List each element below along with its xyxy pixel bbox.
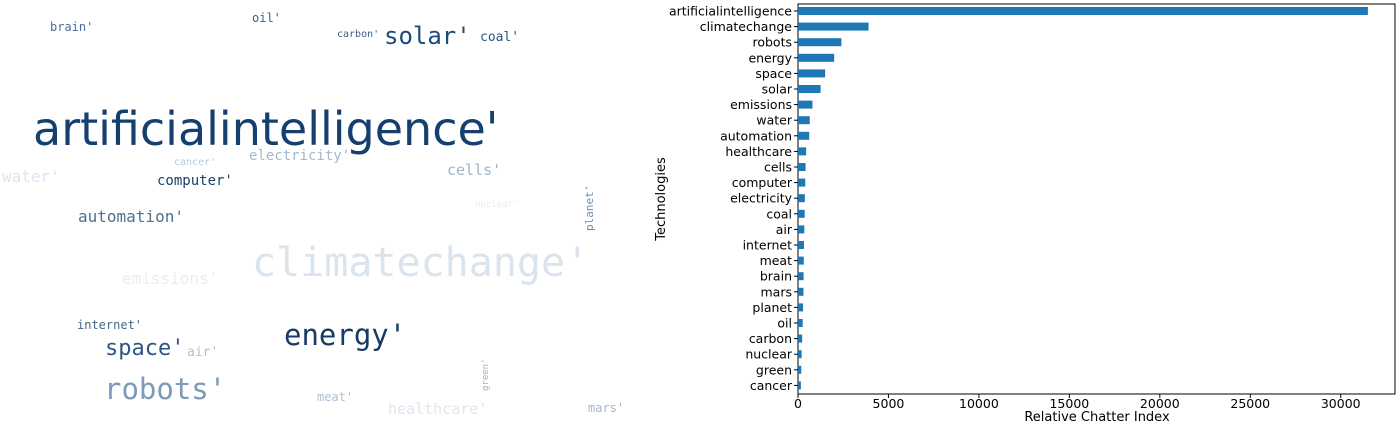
x-tick-label: 15000: [1049, 396, 1089, 411]
bar-climatechange: [798, 22, 869, 31]
bar-coal: [798, 209, 805, 218]
bar-chart: artificialintelligenceclimatechangerobot…: [654, 3, 1396, 425]
y-tick-label: healthcare: [725, 144, 792, 159]
plot-area: [797, 3, 1396, 395]
cloud-word: mars': [588, 401, 624, 415]
cloud-word: brain': [50, 20, 93, 34]
cloud-word: internet': [77, 318, 142, 332]
cloud-word: robots': [104, 372, 226, 406]
cloud-word: emissions': [122, 269, 218, 288]
y-tick-label: mars: [761, 284, 793, 299]
x-tick-label: 10000: [959, 396, 999, 411]
cloud-word: healthcare': [388, 400, 487, 418]
cloud-word: green': [481, 358, 491, 391]
bar-internet: [798, 241, 804, 249]
y-tick-label: energy: [748, 50, 792, 65]
y-tick-label: brain: [760, 269, 792, 284]
y-tick-label: climatechange: [700, 19, 793, 34]
cloud-word: air': [187, 345, 218, 360]
cloud-word: cancer': [174, 157, 216, 168]
x-ticks: 0 5000 10000 15000 20000 25000 30000: [794, 394, 1361, 411]
bar-computer: [798, 178, 806, 187]
y-tick-label: nuclear: [745, 347, 793, 362]
cloud-word: space': [105, 336, 184, 361]
bar-water: [798, 116, 810, 125]
cloud-word: coal': [480, 30, 519, 45]
word-cloud: brain' oil' carbon' solar' coal' artificialin…: [2, 11, 624, 418]
cloud-word: electricity': [249, 148, 350, 164]
y-tick-label: automation: [720, 128, 792, 143]
cloud-word: cells': [447, 161, 501, 179]
x-tick-label: 0: [794, 396, 802, 411]
cloud-word: nuclear': [475, 200, 518, 210]
cloud-word: automation': [78, 207, 184, 226]
bar-oil: [798, 319, 803, 327]
bar-nuclear: [798, 350, 802, 359]
bar-energy: [798, 53, 835, 62]
y-tick-label: internet: [743, 238, 793, 253]
x-tick-label: 5000: [873, 396, 905, 411]
x-tick-label: 30000: [1321, 396, 1361, 411]
x-tick-label: 20000: [1140, 396, 1180, 411]
bar-robots: [798, 38, 842, 47]
bar-cells: [798, 163, 806, 171]
cloud-word: energy': [284, 318, 406, 352]
y-tick-label: green: [756, 362, 792, 377]
cloud-word: climatechange': [252, 240, 589, 286]
cloud-word: planet': [583, 185, 596, 231]
y-tick-label: space: [755, 66, 792, 81]
y-tick-labels: artificialintelligenceclimatechangerobot…: [669, 4, 798, 393]
bar-green: [798, 365, 802, 374]
bar-healthcare: [798, 147, 807, 156]
y-tick-label: electricity: [730, 191, 792, 206]
cloud-word: artificialintelligence': [33, 102, 498, 156]
bar-emissions: [798, 100, 813, 109]
cloud-word: solar': [384, 22, 471, 50]
bar-air: [798, 225, 805, 234]
y-tick-label: computer: [732, 175, 793, 190]
bar-planet: [798, 303, 804, 312]
bar-electricity: [798, 194, 805, 203]
y-tick-label: coal: [766, 206, 792, 221]
x-tick-label: 25000: [1230, 396, 1270, 411]
bar-automation: [798, 131, 810, 140]
cloud-word: meat': [317, 390, 353, 404]
y-tick-label: robots: [752, 35, 792, 50]
cloud-word: computer': [157, 173, 233, 189]
y-tick-label: carbon: [749, 331, 792, 346]
x-axis-title: Relative Chatter Index: [1024, 410, 1170, 425]
bar-brain: [798, 272, 804, 281]
y-tick-label: emissions: [730, 97, 792, 112]
y-tick-label: meat: [760, 253, 793, 268]
y-tick-label: cells: [764, 160, 792, 175]
y-axis-title: Technologies: [654, 157, 669, 242]
bar-artificialintelligence: [798, 7, 1368, 15]
cloud-word: water': [2, 167, 60, 186]
cloud-word: oil': [252, 11, 281, 25]
bar-carbon: [798, 334, 803, 343]
bar-solar: [798, 85, 821, 93]
y-tick-label: oil: [777, 316, 792, 331]
cloud-word: carbon': [337, 29, 379, 40]
bar-cancer: [798, 381, 801, 390]
y-tick-label: planet: [752, 300, 792, 315]
y-tick-label: water: [756, 113, 792, 128]
y-tick-label: solar: [762, 82, 793, 97]
y-tick-label: artificialintelligence: [669, 4, 792, 19]
bar-meat: [798, 256, 804, 265]
bar-mars: [798, 287, 804, 296]
y-tick-label: air: [776, 222, 793, 237]
bar-space: [798, 69, 826, 78]
bars-group: [798, 7, 1368, 390]
y-tick-label: cancer: [750, 378, 793, 393]
